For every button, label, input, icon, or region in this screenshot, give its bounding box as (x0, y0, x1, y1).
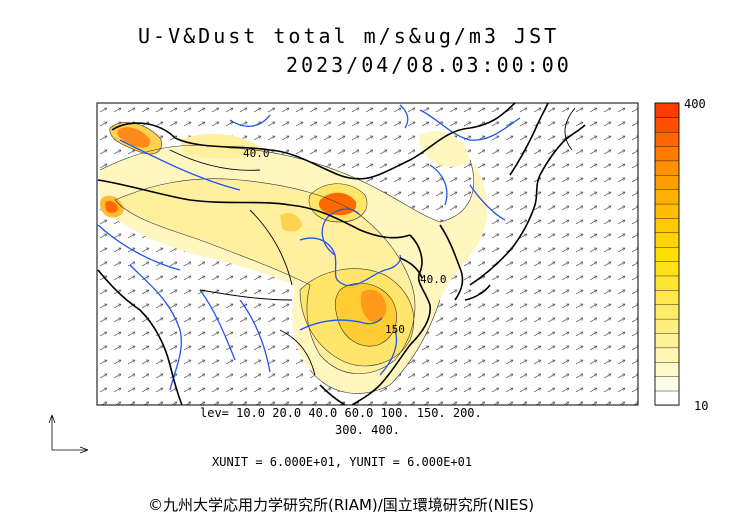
colorbar-min-label: 10 (694, 399, 709, 413)
levels-line-1: lev= 10.0 20.0 40.0 60.0 100. 150. 200. (200, 406, 482, 420)
chart-title: U-V&Dust total m/s&ug/m3 JST (138, 24, 560, 48)
contour-label-40-north: 40.0 (243, 147, 270, 160)
timestamp: 2023/04/08.03:00:00 (286, 53, 572, 77)
colorbar-frame (654, 102, 680, 406)
colorbar-swatch (654, 246, 680, 262)
colorbar-swatch (654, 232, 680, 248)
colorbar-swatch (654, 117, 680, 133)
colorbar-swatch (654, 376, 680, 392)
colorbar-swatch (654, 304, 680, 320)
colorbar-swatch (654, 102, 680, 118)
contour-label-150: 150 (385, 323, 405, 336)
colorbar (654, 102, 680, 406)
colorbar-swatch (654, 318, 680, 334)
colorbar-swatch (654, 347, 680, 363)
colorbar-max-label: 400 (684, 97, 706, 111)
colorbar-swatch (654, 361, 680, 377)
rivers (97, 104, 521, 391)
colorbar-swatch (654, 174, 680, 190)
coastlines-borders (97, 103, 586, 405)
colorbar-swatch (654, 160, 680, 176)
colorbar-swatch (654, 260, 680, 277)
units-text: XUNIT = 6.000E+01, YUNIT = 6.000E+01 (212, 455, 473, 469)
colorbar-swatch (654, 203, 680, 219)
internal-borders (169, 107, 576, 376)
colorbar-swatch (654, 390, 680, 406)
map-frame (96, 102, 639, 406)
colorbar-swatch (654, 332, 680, 349)
levels-line-2: 300. 400. (335, 423, 401, 437)
wind-vector-axes-icon (48, 414, 89, 454)
colorbar-swatch (654, 217, 680, 234)
colorbar-swatch (654, 189, 680, 205)
colorbar-swatch (654, 289, 680, 305)
contour-label-40-east: 40.0 (420, 273, 447, 286)
copyright-notice: ©九州大学応用力学研究所(RIAM)/国立環境研究所(NIES) (148, 496, 535, 514)
colorbar-swatch (654, 275, 680, 291)
colorbar-swatch (654, 131, 680, 147)
colorbar-swatch (654, 145, 680, 162)
